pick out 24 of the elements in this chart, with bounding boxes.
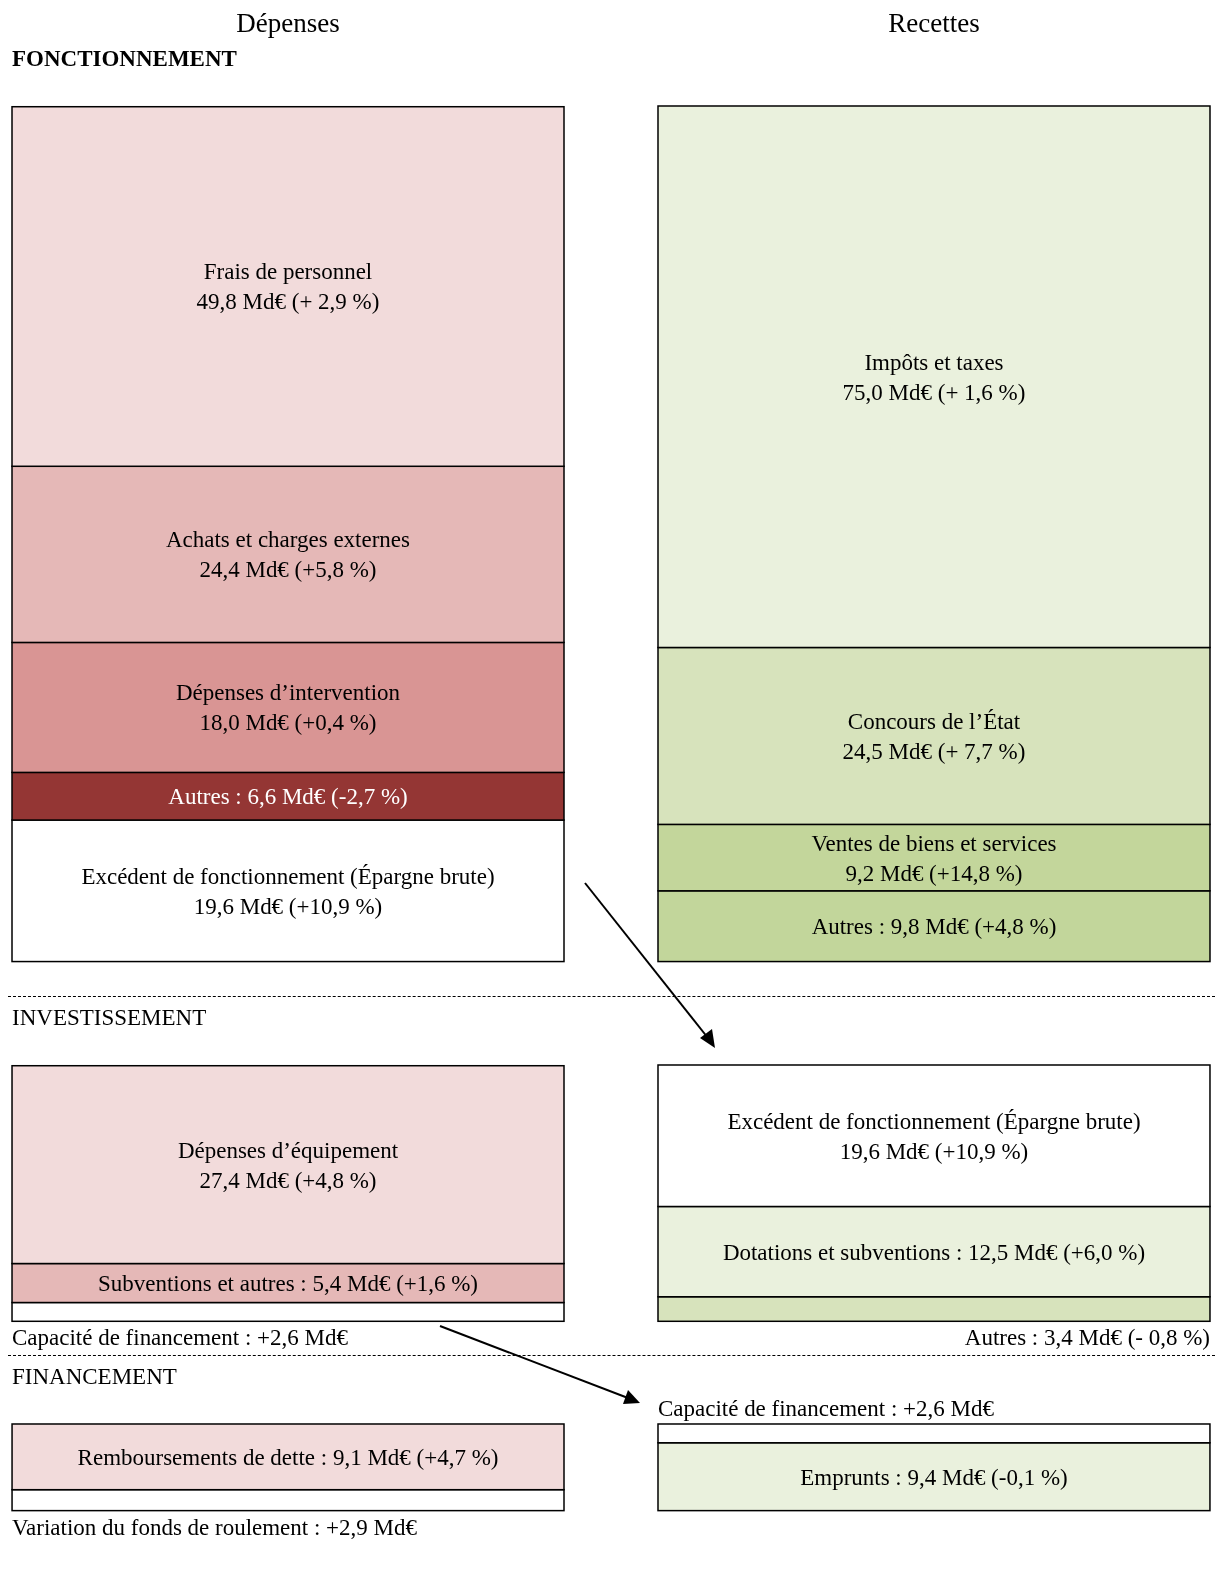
data-label: Variation du fonds de roulement : +2,9 Md€	[12, 1514, 418, 1540]
data-label: Autres : 3,4 Md€ (- 0,8 %)	[964, 1324, 1210, 1350]
data-label: Dépenses d’intervention 18,0 Md€ (+0,4 %)	[175, 680, 401, 736]
data-label: Subventions et autres : 5,4 Md€ (+1,6 %)	[98, 1270, 479, 1296]
data-label: Autres : 9,8 Md€ (+4,8 %)	[811, 914, 1057, 940]
chart-title: INVESTISSEMENT	[12, 1004, 207, 1031]
chart-title: FONCTIONNEMENT	[12, 46, 237, 72]
x-tick-label: Dépenses	[236, 8, 340, 38]
data-label: Dotations et subventions : 12,5 Md€ (+6,0 %)	[722, 1239, 1146, 1265]
data-label: Dépenses d’équipement 27,4 Md€ (+4,8 %)	[177, 1137, 399, 1193]
data-label: Achats et charges externes 24,4 Md€ (+5,8 %)	[166, 527, 411, 583]
data-label: Excédent de fonctionnement (Épargne brute) 19,6 Md€ (+10,9 %)	[727, 1108, 1141, 1164]
data-label: Excédent de fonctionnement (Épargne brute) 19,6 Md€ (+10,9 %)	[81, 863, 495, 919]
x-tick-label: Recettes	[888, 8, 980, 38]
data-label: Capacité de financement : +2,6 Md€	[12, 1324, 349, 1350]
data-label: Emprunts : 9,4 Md€ (-0,1 %)	[800, 1464, 1068, 1490]
data-label: Ventes de biens et services 9,2 Md€ (+14,8 %)	[811, 830, 1057, 886]
data-label: Capacité de financement : +2,6 Md€	[658, 1395, 995, 1421]
chart-title: FINANCEMENT	[12, 1363, 177, 1390]
data-label: Impôts et taxes 75,0 Md€ (+ 1,6 %)	[842, 349, 1026, 405]
data-label: Frais de personnel 49,8 Md€ (+ 2,9 %)	[196, 259, 380, 315]
data-label: Remboursements de dette : 9,1 Md€ (+4,7 %)	[77, 1444, 499, 1470]
data-label: Autres : 6,6 Md€ (-2,7 %)	[168, 784, 408, 810]
data-label: Concours de l’État 24,5 Md€ (+ 7,7 %)	[842, 708, 1026, 764]
